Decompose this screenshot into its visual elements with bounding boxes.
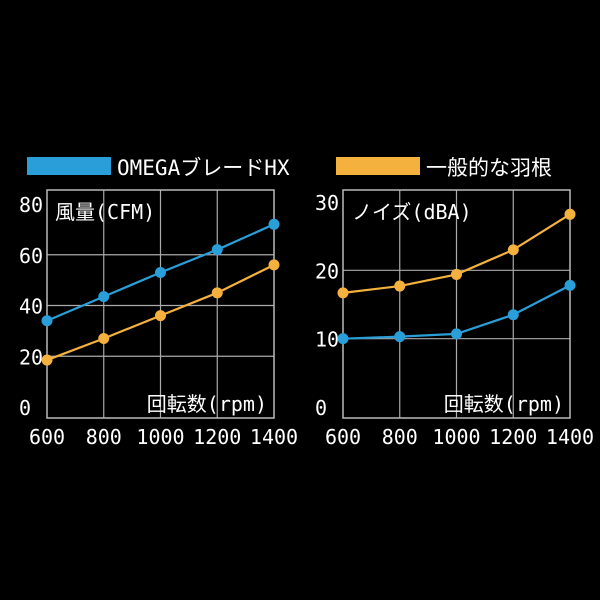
data-point [268, 259, 280, 271]
data-point [98, 291, 110, 303]
x-tick-label: 1200 [193, 425, 241, 449]
noise-x-axis-label: 回転数(rpm) [444, 392, 564, 416]
data-point [507, 309, 519, 321]
legend: OMEGAブレードHX 一般的な羽根 [27, 156, 552, 180]
x-tick-label: 1400 [546, 425, 594, 449]
airflow-y-ticks: 0 20 40 60 80 [19, 193, 43, 420]
data-point [507, 244, 519, 256]
data-point [337, 287, 349, 299]
data-point [394, 280, 406, 292]
airflow-x-ticks: 600 800 1000 1200 1400 [29, 425, 298, 449]
x-tick-label: 800 [86, 425, 122, 449]
noise-title: ノイズ(dBA) [352, 200, 472, 224]
data-point [564, 279, 576, 291]
noise-y-ticks: 0 10 20 30 [315, 191, 339, 420]
y-tick-label: 0 [19, 396, 31, 420]
data-point [451, 328, 462, 340]
noise-chart: 0 10 20 30 600 800 1000 1200 1400 ノイズ(dBA) 回転数(… [315, 189, 594, 449]
y-tick-label: 30 [315, 191, 339, 215]
legend-swatch-standard [336, 157, 420, 175]
data-point [268, 218, 280, 230]
x-tick-label: 1000 [136, 425, 184, 449]
x-tick-label: 1400 [250, 425, 298, 449]
noise-plot-frame [342, 189, 571, 419]
y-tick-label: 20 [19, 345, 43, 369]
airflow-series [41, 218, 280, 366]
y-tick-label: 10 [315, 328, 339, 352]
legend-swatch-omega [27, 157, 111, 175]
airflow-plot-frame [46, 189, 275, 419]
data-point [564, 208, 576, 220]
x-tick-label: 600 [29, 425, 65, 449]
data-point [394, 331, 406, 343]
data-point [155, 267, 166, 279]
x-tick-label: 800 [382, 425, 418, 449]
noise-x-ticks: 600 800 1000 1200 1400 [325, 425, 594, 449]
data-point [337, 333, 349, 345]
legend-label-omega: OMEGAブレードHX [117, 156, 290, 180]
y-tick-label: 60 [19, 244, 43, 268]
data-point [211, 287, 223, 299]
noise-series [337, 208, 576, 345]
x-tick-label: 1000 [432, 425, 480, 449]
data-point [98, 332, 110, 344]
data-point [41, 315, 53, 327]
x-tick-label: 1200 [489, 425, 537, 449]
airflow-chart: 0 20 40 60 80 600 800 1000 1200 1400 風量(CFM) 回転数… [19, 189, 298, 449]
x-tick-label: 600 [325, 425, 361, 449]
airflow-title: 風量(CFM) [55, 200, 155, 224]
y-tick-label: 80 [19, 193, 43, 217]
data-point [451, 268, 462, 280]
data-point [155, 310, 166, 322]
y-tick-label: 20 [315, 259, 339, 283]
y-tick-label: 0 [315, 396, 327, 420]
y-tick-label: 40 [19, 295, 43, 319]
legend-label-standard: 一般的な羽根 [426, 156, 552, 180]
data-point [211, 244, 223, 256]
data-point [41, 354, 53, 366]
airflow-x-axis-label: 回転数(rpm) [147, 392, 267, 416]
